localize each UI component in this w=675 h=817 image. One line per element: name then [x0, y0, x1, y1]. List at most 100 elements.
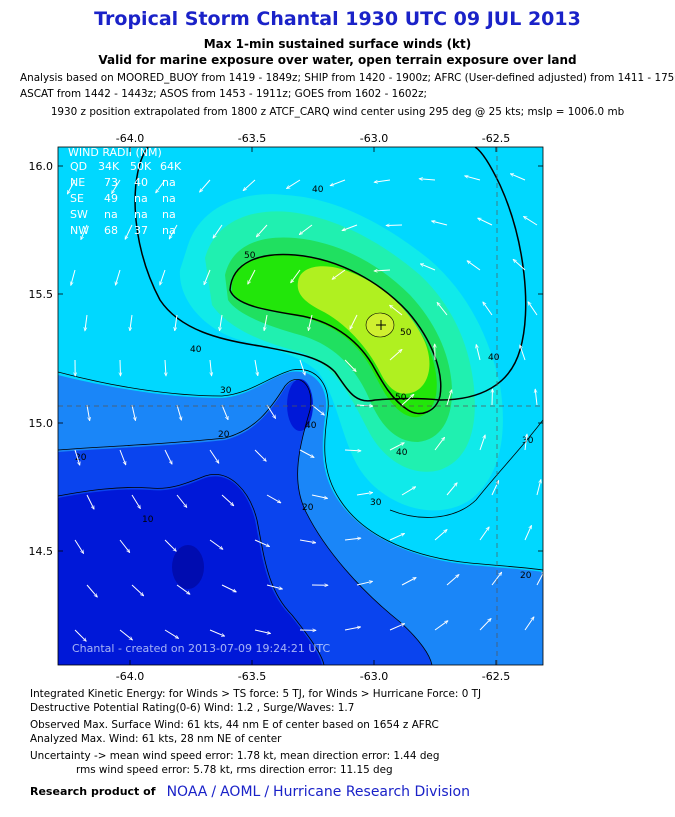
- wind-vector-arrow: [86, 584, 97, 597]
- wind-vector-arrow: [344, 538, 361, 541]
- wind-vector-arrow: [356, 493, 373, 496]
- wind-vector-arrow: [176, 494, 187, 508]
- wind-vector-arrow: [536, 480, 541, 496]
- wind-vector-arrow: [389, 623, 405, 631]
- wind-vector-arrow: [200, 179, 211, 192]
- wind-radii-header: QD: [70, 160, 87, 173]
- wind-vector-arrow: [535, 389, 538, 406]
- subtitle-units: Max 1-min sustained surface winds (kt): [203, 37, 472, 51]
- wind-vector-arrow: [467, 261, 481, 271]
- contour-label-group: 40 50 50 40 40 40 40 30 30 30 20 20 20 2…: [75, 185, 534, 581]
- wind-vector-arrow: [476, 345, 481, 361]
- position-note: 1930 z position extrapolated from 1800 z…: [50, 106, 625, 118]
- observed-max-wind: Observed Max. Surface Wind: 61 kts, 44 n…: [30, 719, 439, 731]
- lon-tick-top: -62.5: [482, 132, 510, 145]
- local-min-center: [287, 379, 313, 431]
- ike-summary: Integrated Kinetic Energy: for Winds > T…: [30, 688, 482, 700]
- wind-vector-arrow: [420, 263, 436, 271]
- hrd-link[interactable]: Hurricane Research Division: [273, 783, 470, 800]
- wind-vector-arrow: [254, 449, 266, 461]
- wind-vector-arrow: [119, 449, 126, 465]
- wind-vector-arrow: [390, 305, 403, 316]
- wind-vector-arrow: [386, 225, 403, 226]
- wind-vector-arrow: [344, 627, 361, 631]
- contour-label: 30: [370, 498, 382, 508]
- lon-tick-bottom: -63.5: [238, 670, 266, 683]
- wind-vector-arrow: [524, 434, 527, 451]
- wind-vector-arrow: [221, 494, 234, 506]
- wind-radii-header: 50K: [130, 160, 152, 173]
- contour-label: 20: [520, 571, 532, 581]
- wind-vector-arrow: [308, 314, 313, 331]
- wind-vector-arrow: [389, 349, 402, 361]
- contour-label: 20: [302, 503, 314, 513]
- wind-radii-cell: 37: [134, 224, 148, 237]
- wind-vector-arrow: [330, 179, 346, 186]
- wind-vector-arrow: [165, 359, 166, 376]
- wind-vector-arrow: [389, 442, 404, 451]
- contour-band-60-plus: [297, 266, 430, 394]
- wind-vector-arrow: [266, 494, 281, 504]
- page-title: Tropical Storm Chantal 1930 UTC 09 JUL 2…: [94, 8, 581, 30]
- wind-vector-arrow: [247, 269, 256, 284]
- lon-tick-top: -64.0: [116, 132, 144, 145]
- wind-vector-arrow: [524, 216, 538, 226]
- wind-vector-arrow: [528, 302, 538, 316]
- contour-label: 40: [312, 185, 324, 195]
- wind-vector-arrow: [80, 224, 88, 240]
- lon-tick-top: -63.0: [360, 132, 388, 145]
- wind-radii-title: WIND RADII (NM): [68, 146, 162, 159]
- contour-label: 50: [244, 251, 256, 261]
- wind-vector-arrow: [266, 404, 276, 419]
- contour-label: 40: [305, 421, 317, 431]
- wind-vector-arrow: [164, 449, 173, 464]
- wind-vector-arrow: [465, 176, 481, 181]
- wind-vector-arrow: [164, 629, 179, 639]
- wind-field: 40 50 50 40 40 40 40 30 30 30 20 20 20 2…: [58, 146, 543, 665]
- local-min-southwest: [172, 545, 204, 589]
- wind-radii-cell: na: [162, 176, 176, 189]
- wind-vector-arrow: [130, 314, 133, 331]
- wind-radii-cell: na: [162, 208, 176, 221]
- lat-tick: 15.0: [29, 417, 54, 430]
- plot-frame: [57, 146, 544, 666]
- wind-vector-arrow: [437, 302, 448, 316]
- wind-vector-arrow: [344, 359, 356, 372]
- wind-radii-cell: SE: [70, 192, 84, 205]
- contour-label: 20: [218, 430, 230, 440]
- wind-radii-cell: 40: [134, 176, 148, 189]
- contour-label: 50: [400, 328, 412, 338]
- wind-vectors: [66, 173, 543, 642]
- wind-vector-arrow: [243, 179, 256, 191]
- wind-vector-arrow: [434, 530, 447, 541]
- contour-label: 50: [395, 393, 407, 403]
- wind-vector-arrow: [160, 269, 166, 285]
- axis-labels: -64.0 -63.5 -63.0 -62.5 -64.0 -63.5 -63.…: [29, 132, 511, 683]
- axis-ticks: [58, 147, 543, 665]
- lon-tick-top: -63.5: [238, 132, 266, 145]
- wind-vector-arrow: [491, 572, 502, 586]
- contour-label: 40: [488, 353, 500, 363]
- wind-vector-arrow: [131, 494, 141, 509]
- wind-vector-arrow: [491, 481, 500, 496]
- aoml-link[interactable]: AOML: [220, 783, 261, 800]
- wind-vector-arrow: [524, 617, 534, 631]
- credit-separator: /: [211, 783, 217, 800]
- wind-vector-arrow: [479, 435, 485, 451]
- contour-line-30-east: [389, 419, 543, 518]
- wind-vector-arrow: [434, 437, 445, 451]
- wind-vector-arrow: [311, 494, 328, 498]
- wind-vector-arrow: [220, 314, 223, 331]
- creation-watermark: Chantal - created on 2013-07-09 19:24:21…: [72, 642, 330, 655]
- credit-separator: /: [264, 783, 270, 800]
- destructive-potential: Destructive Potential Rating(0-6) Wind: …: [30, 702, 355, 714]
- wind-vector-arrow: [332, 269, 346, 279]
- wind-vector-arrow: [299, 359, 305, 375]
- contour-lines: [58, 147, 543, 665]
- wind-vector-arrow: [264, 314, 268, 331]
- contour-line-50: [229, 253, 442, 415]
- wind-vector-arrow: [389, 532, 405, 541]
- wind-vector-arrow: [299, 539, 316, 543]
- noaa-link[interactable]: NOAA: [166, 783, 208, 800]
- wind-vector-arrow: [342, 224, 358, 231]
